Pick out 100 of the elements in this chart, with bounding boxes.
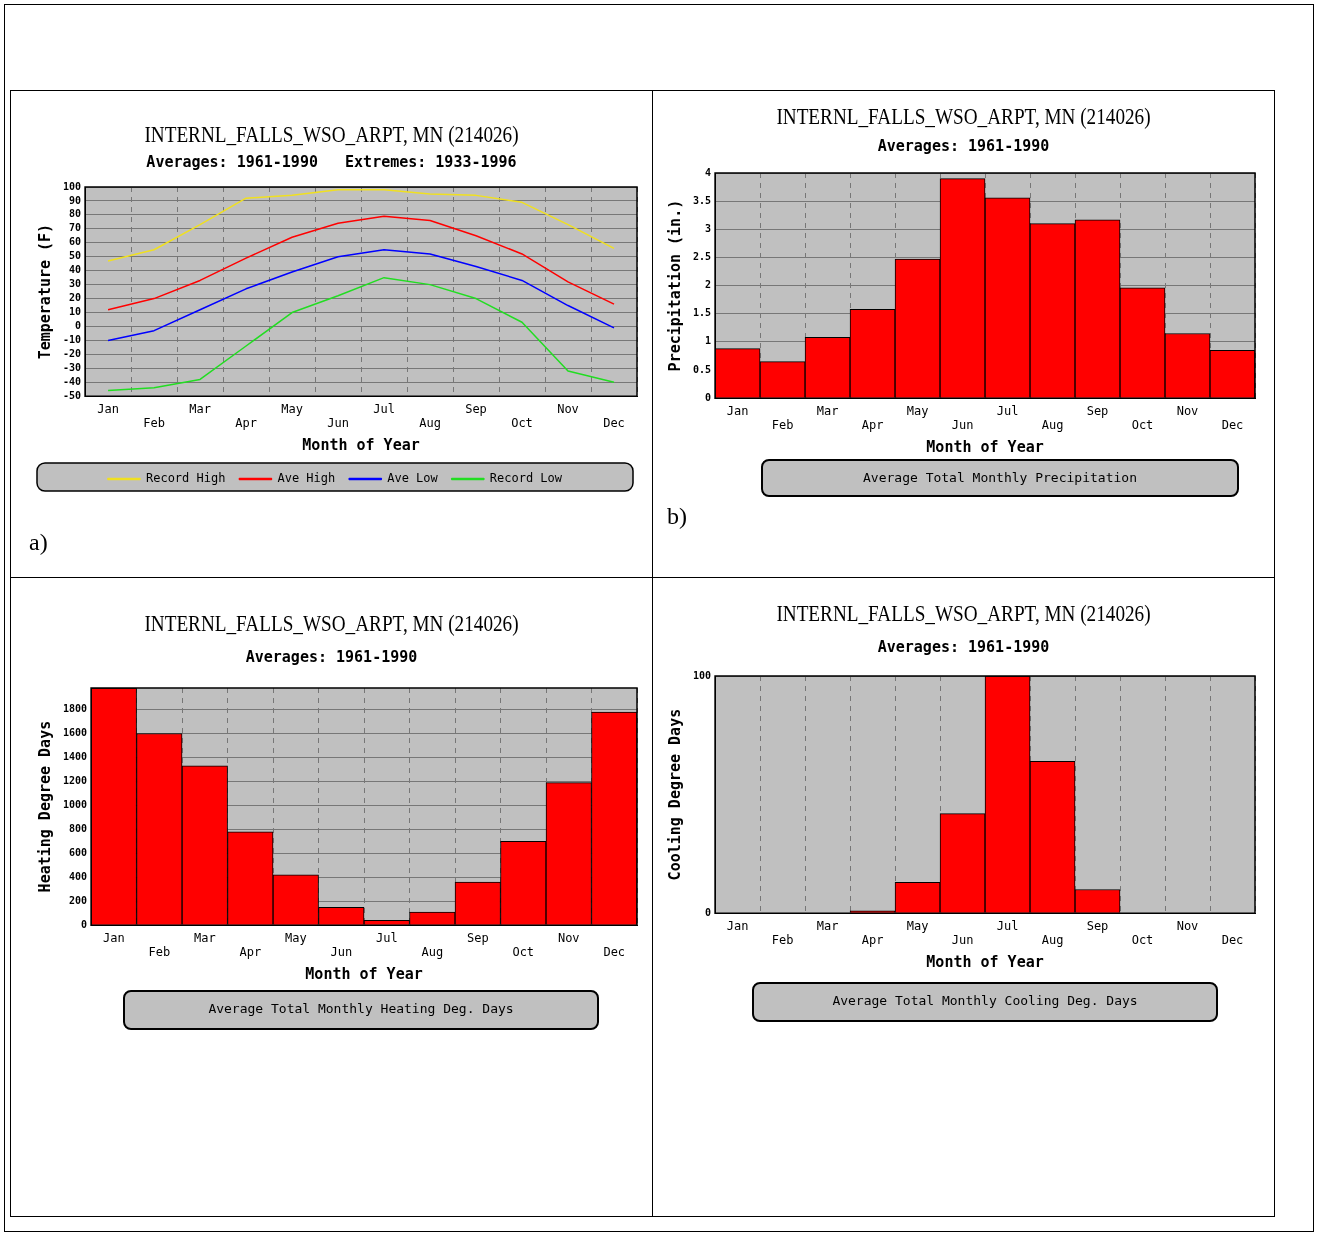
chart-subtitle: Averages: 1961-1990 bbox=[876, 137, 1051, 155]
y-tick-label: 1800 bbox=[62, 703, 88, 715]
y-axis-title: Temperature (F) bbox=[35, 223, 54, 360]
y-tick-label: 400 bbox=[69, 870, 88, 882]
x-tick-label: Dec bbox=[1221, 932, 1244, 947]
y-axis-title: Precipitation (in.) bbox=[665, 199, 684, 372]
x-tick-label: Aug bbox=[1041, 932, 1064, 947]
y-tick-label: 50 bbox=[69, 250, 82, 262]
chart-title: INTERNL_FALLS_WSO_ARPT, MN (214026) bbox=[143, 610, 520, 637]
text: Average Total Monthly Cooling Deg. Days bbox=[752, 982, 1218, 1022]
chart-title: INTERNL_FALLS_WSO_ARPT, MN (214026) bbox=[775, 600, 1152, 627]
x-tick-label: Nov bbox=[557, 930, 580, 945]
chart-title: INTERNL_FALLS_WSO_ARPT, MN (214026) bbox=[775, 103, 1152, 130]
chart-subtitle: Averages: 1961-1990 Extremes: 1933-1996 bbox=[145, 153, 518, 171]
y-tick-label: 30 bbox=[69, 278, 82, 290]
x-tick-label: Apr bbox=[239, 944, 262, 959]
y-tick-label: 20 bbox=[69, 292, 82, 304]
x-tick-label: Sep bbox=[1086, 918, 1109, 933]
y-tick-label: 80 bbox=[69, 208, 82, 220]
x-tick-label: Jan bbox=[97, 401, 119, 416]
y-tick-label: 200 bbox=[69, 894, 88, 906]
x-tick-label: Aug bbox=[1041, 417, 1064, 432]
x-tick-label: Oct bbox=[1131, 932, 1154, 947]
y-tick-label: 2.5 bbox=[693, 251, 712, 263]
y-tick-label: 0 bbox=[75, 320, 82, 332]
y-tick-label: 1200 bbox=[62, 775, 88, 787]
y-tick-label: 3.5 bbox=[693, 194, 712, 206]
y-tick-label: -10 bbox=[63, 334, 82, 346]
y-axis-title: Heating Degree Days bbox=[35, 720, 54, 893]
x-tick-label: Mar bbox=[193, 930, 216, 945]
x-tick-label: Mar bbox=[816, 403, 839, 418]
text: a) bbox=[29, 529, 48, 556]
y-tick-label: 1600 bbox=[62, 727, 88, 739]
x-tick-label: Apr bbox=[861, 932, 884, 947]
y-tick-label: 60 bbox=[69, 236, 82, 248]
chart-subtitle: Averages: 1961-1990 bbox=[244, 648, 419, 666]
y-tick-label: -40 bbox=[63, 375, 82, 387]
y-tick-label: 70 bbox=[69, 222, 82, 234]
x-tick-label: Jun bbox=[327, 415, 349, 430]
x-tick-label: Dec bbox=[603, 415, 625, 430]
x-tick-label: Jul bbox=[373, 401, 395, 416]
y-tick-label: 0 bbox=[705, 391, 712, 403]
y-tick-label: 0 bbox=[81, 918, 88, 930]
x-tick-label: Jun bbox=[951, 417, 974, 432]
x-tick-label: Mar bbox=[189, 401, 211, 416]
x-tick-label: Aug bbox=[421, 944, 444, 959]
y-tick-label: 0.5 bbox=[693, 363, 712, 375]
x-axis-title: Month of Year bbox=[305, 964, 423, 983]
x-tick-label: May bbox=[284, 930, 307, 945]
y-tick-label: 1.5 bbox=[693, 307, 712, 319]
x-tick-label: Apr bbox=[235, 415, 257, 430]
y-tick-label: 3 bbox=[705, 222, 712, 234]
y-tick-label: -20 bbox=[63, 347, 82, 359]
x-tick-label: Nov bbox=[1176, 918, 1199, 933]
x-tick-label: Jan bbox=[102, 930, 125, 945]
x-tick-label: Oct bbox=[1131, 417, 1154, 432]
x-tick-label: Feb bbox=[771, 417, 794, 432]
y-tick-label: -30 bbox=[63, 361, 82, 373]
y-axis-title: Cooling Degree Days bbox=[665, 708, 684, 881]
x-tick-label: Sep bbox=[1086, 403, 1109, 418]
x-tick-label: Apr bbox=[861, 417, 884, 432]
y-tick-label: -50 bbox=[63, 389, 82, 401]
x-tick-label: Jan bbox=[726, 918, 749, 933]
x-tick-label: Jul bbox=[996, 403, 1019, 418]
y-tick-label: 1400 bbox=[62, 751, 88, 763]
x-tick-label: Jul bbox=[375, 930, 398, 945]
x-tick-label: Nov bbox=[1176, 403, 1199, 418]
legend-label: Ave Low bbox=[387, 471, 439, 486]
x-tick-label: Jun bbox=[330, 944, 353, 959]
legend-label: Ave High bbox=[277, 471, 336, 486]
text: Average Total Monthly Precipitation bbox=[761, 459, 1239, 497]
y-tick-label: 100 bbox=[693, 669, 712, 681]
x-tick-label: Dec bbox=[1221, 417, 1244, 432]
chart-subtitle: Averages: 1961-1990 bbox=[876, 638, 1051, 656]
y-tick-label: 40 bbox=[69, 264, 82, 276]
y-tick-label: 90 bbox=[69, 194, 82, 206]
chart-title: INTERNL_FALLS_WSO_ARPT, MN (214026) bbox=[143, 121, 520, 148]
x-tick-label: Aug bbox=[419, 415, 441, 430]
x-axis-title: Month of Year bbox=[926, 952, 1044, 971]
x-tick-label: Oct bbox=[511, 415, 533, 430]
x-tick-label: Jan bbox=[726, 403, 749, 418]
y-tick-label: 10 bbox=[69, 306, 82, 318]
x-tick-label: Nov bbox=[557, 401, 579, 416]
x-tick-label: Dec bbox=[603, 944, 626, 959]
legend-label: Record Low bbox=[489, 471, 563, 486]
x-tick-label: Jul bbox=[996, 918, 1019, 933]
y-tick-label: 1000 bbox=[62, 799, 88, 810]
y-tick-label: 4 bbox=[705, 166, 712, 178]
x-tick-label: Jun bbox=[951, 932, 974, 947]
x-tick-label: Feb bbox=[143, 415, 165, 430]
y-tick-label: 1 bbox=[705, 335, 712, 347]
x-tick-label: Mar bbox=[816, 918, 839, 933]
y-tick-label: 2 bbox=[705, 279, 712, 291]
x-tick-label: May bbox=[281, 401, 303, 416]
text: b) bbox=[667, 503, 687, 530]
x-axis-title: Month of Year bbox=[302, 435, 420, 454]
x-tick-label: Oct bbox=[512, 944, 535, 959]
x-tick-label: May bbox=[906, 403, 929, 418]
x-tick-label: Sep bbox=[465, 401, 487, 416]
y-tick-label: 100 bbox=[63, 180, 82, 192]
